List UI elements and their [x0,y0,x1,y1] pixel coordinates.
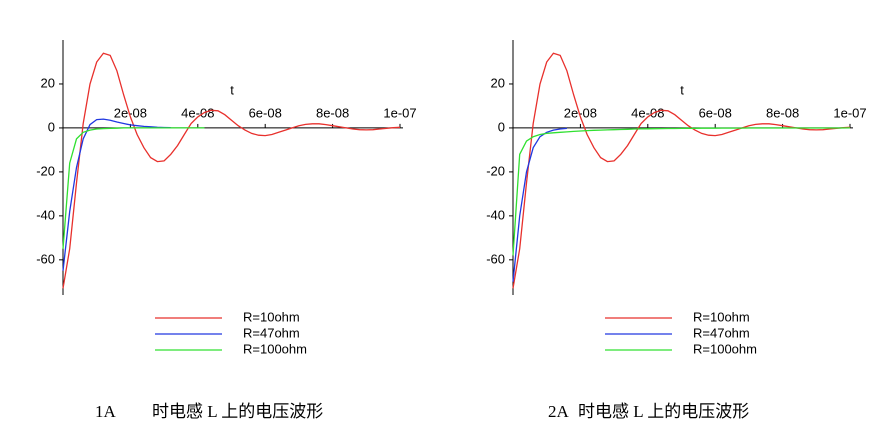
legend-label: R=10ohm [693,309,750,324]
caption: 时电感 L 上的电压波形 [152,402,323,421]
legend-label: R=100ohm [243,341,307,356]
caption: 时电感 L 上的电压波形 [578,402,749,421]
caption-label: 2A [548,402,570,421]
y-tick-label: -40 [36,207,55,222]
x-tick-label: 2e-08 [114,105,147,120]
series-line [62,118,171,271]
legend-label: R=10ohm [243,309,300,324]
x-tick-label: 4e-08 [181,105,214,120]
y-tick-label: -20 [486,163,505,178]
y-tick-label: -20 [36,163,55,178]
y-tick-label: 0 [498,119,505,134]
legend-label: R=100ohm [693,341,757,356]
y-tick-label: 20 [491,75,505,90]
series-line [512,127,851,256]
y-tick-label: -60 [486,251,505,266]
series-line [62,127,205,249]
x-tick-label: 1e-07 [833,105,866,120]
y-tick-label: 20 [41,75,55,90]
x-tick-label: 2e-08 [564,105,597,120]
x-tick-label: 8e-08 [316,105,349,120]
y-tick-label: 0 [48,119,55,134]
y-tick-label: -40 [486,207,505,222]
y-tick-label: -60 [36,251,55,266]
series-line [512,127,567,282]
x-tick-label: 4e-08 [631,105,664,120]
x-axis-label: t [230,82,234,97]
x-tick-label: 1e-07 [383,105,416,120]
x-tick-label: 8e-08 [766,105,799,120]
legend-label: R=47ohm [693,325,750,340]
caption-label: 1A [95,402,117,421]
series-line [62,52,401,289]
x-tick-label: 6e-08 [249,105,282,120]
x-axis-label: t [680,82,684,97]
legend-label: R=47ohm [243,325,300,340]
x-tick-label: 6e-08 [699,105,732,120]
